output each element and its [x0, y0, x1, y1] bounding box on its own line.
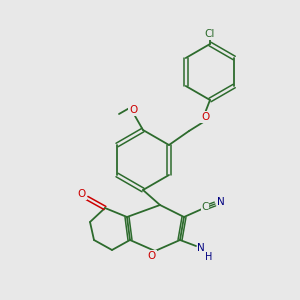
Text: O: O [201, 112, 209, 122]
Text: N: N [197, 243, 205, 253]
Text: N: N [217, 197, 225, 207]
Text: H: H [205, 252, 213, 262]
Text: O: O [129, 105, 137, 115]
Text: Cl: Cl [205, 29, 215, 39]
Text: C: C [201, 202, 209, 212]
Text: O: O [78, 189, 86, 199]
Text: O: O [148, 251, 156, 261]
